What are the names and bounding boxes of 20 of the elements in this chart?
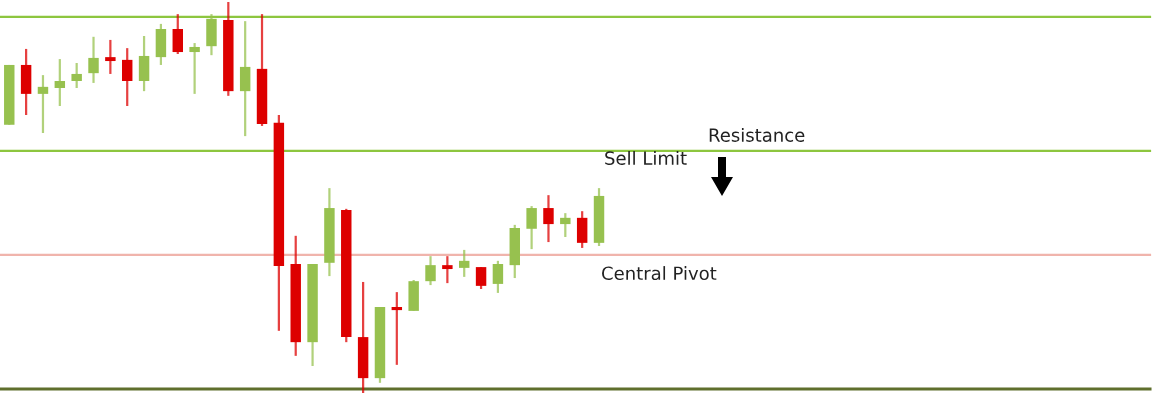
candlestick (54, 57, 66, 108)
candlestick (492, 259, 504, 295)
candlestick (71, 61, 82, 90)
candlestick (121, 47, 133, 108)
ref-line-label: Central Pivot (602, 266, 717, 281)
candlestick (391, 291, 403, 366)
candlestick (425, 255, 436, 287)
candlestick (475, 265, 487, 291)
annotation: Sell Limit (605, 150, 687, 165)
candlestick (189, 41, 200, 95)
candlestick (172, 13, 183, 56)
candlestick (560, 212, 571, 239)
candlestick (442, 255, 453, 285)
candlestick (526, 204, 537, 251)
candlestick (88, 35, 99, 85)
candlestick (458, 248, 470, 278)
candlestick (37, 74, 49, 135)
ref-line-label: Resistance (709, 127, 805, 142)
candlestick (105, 38, 116, 76)
candlestick (543, 194, 554, 244)
